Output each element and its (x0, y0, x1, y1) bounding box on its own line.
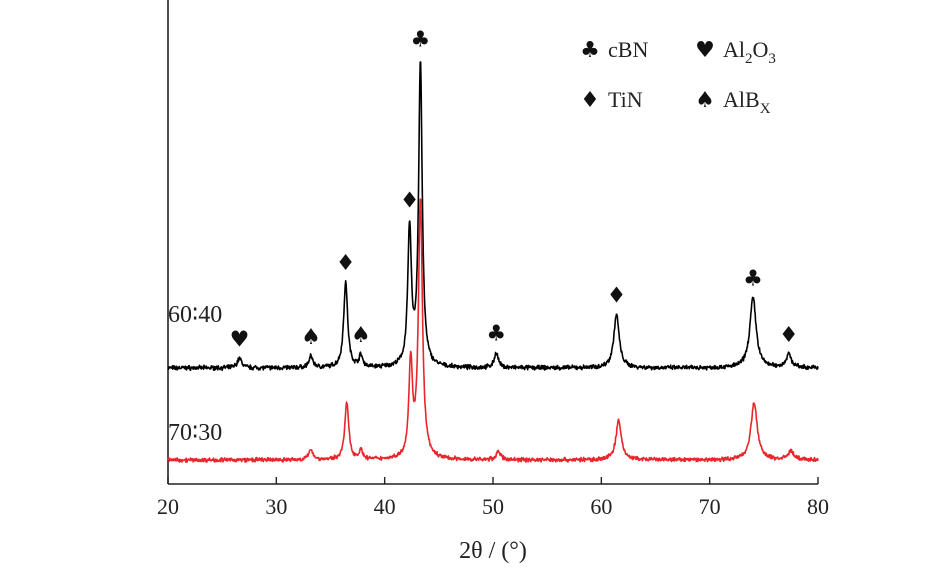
legend-label-2: TiN (608, 87, 643, 112)
x-tick-label-40: 40 (374, 494, 396, 519)
phase-marker-albx: ♠ (351, 323, 371, 348)
phase-marker-tin: ♦ (779, 323, 799, 348)
phase-marker-layer: ♥ ♠ ♦ ♠ ♦ ♣ ♣ ♦ ♣ ♦ (230, 28, 799, 353)
series-layer (167, 61, 819, 463)
phase-marker-tin: ♦ (400, 188, 420, 213)
x-tick-label-70: 70 (699, 494, 721, 519)
phase-marker-albx: ♠ (301, 325, 321, 350)
phase-marker-al2o3: ♥ (230, 327, 250, 352)
x-tick-label-20: 20 (157, 494, 179, 519)
phase-marker-cbn: ♣ (743, 267, 763, 292)
legend-label-0: cBN (608, 37, 648, 62)
legend-symbol-2: ♦ (580, 88, 600, 113)
x-axis-title: 2θ / (°) (459, 538, 527, 564)
x-tick-label-50: 50 (482, 494, 504, 519)
x-tick-label-60: 60 (590, 494, 612, 519)
phase-marker-tin: ♦ (607, 284, 627, 309)
phase-marker-tin: ♦ (336, 251, 356, 276)
legend: ♣ cBN ♥ Al2O3 ♦ TiN ♠ AlBX (580, 37, 776, 117)
phase-marker-cbn: ♣ (411, 28, 431, 53)
x-tick-label-80: 80 (807, 494, 829, 519)
legend-symbol-0: ♣ (580, 38, 600, 63)
series-line-1 (167, 198, 819, 463)
legend-label-3: AlBX (723, 87, 771, 117)
legend-symbol-3: ♠ (695, 88, 715, 113)
series-label-0: 60∶40 (168, 302, 222, 328)
series-line-0 (167, 61, 819, 372)
axes: 20 30 40 50 60 70 80 (157, 0, 829, 519)
legend-label-1: Al2O3 (723, 37, 776, 67)
x-tick-label-30: 30 (265, 494, 287, 519)
series-label-1: 70∶30 (168, 420, 222, 446)
series-label-layer: 60∶40 70∶30 (168, 302, 222, 446)
legend-symbol-1: ♥ (695, 38, 715, 63)
phase-marker-cbn: ♣ (486, 321, 506, 346)
